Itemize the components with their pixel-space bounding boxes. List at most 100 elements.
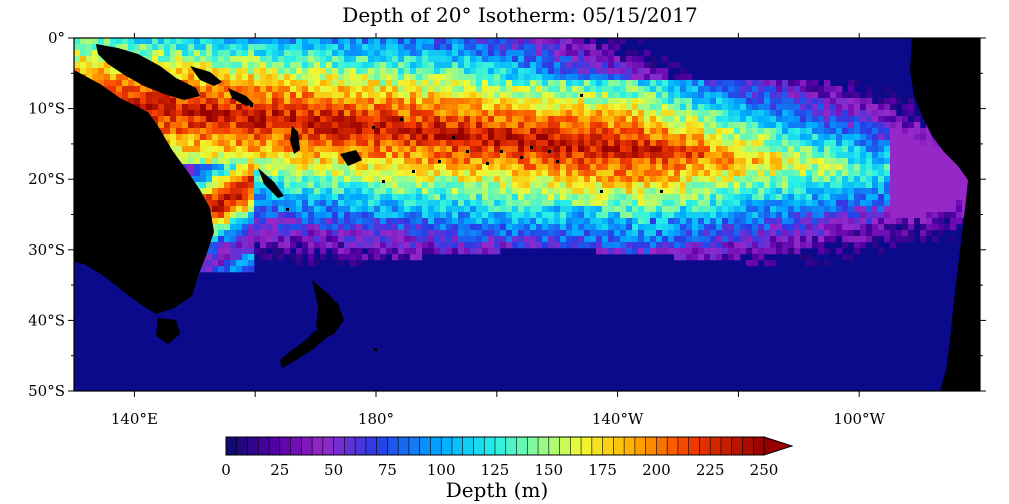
field-cell: [734, 122, 741, 129]
field-cell: [278, 146, 285, 153]
field-cell: [938, 188, 945, 195]
field-cell: [272, 62, 279, 69]
field-cell: [254, 104, 261, 111]
field-cell: [476, 92, 483, 99]
field-cell: [320, 182, 327, 189]
field-cell: [422, 62, 429, 69]
field-cell: [320, 206, 327, 213]
field-cell: [680, 80, 687, 87]
field-cell: [236, 260, 243, 267]
field-cell: [764, 242, 771, 249]
field-cell: [860, 104, 867, 111]
field-cell: [326, 50, 333, 57]
field-cell: [704, 116, 711, 123]
field-cell: [326, 182, 333, 189]
field-cell: [254, 134, 261, 141]
field-cell: [242, 116, 249, 123]
field-cell: [746, 224, 753, 231]
field-cell: [932, 194, 939, 201]
field-cell: [800, 236, 807, 243]
field-cell: [854, 176, 861, 183]
field-cell: [524, 50, 531, 57]
field-cell: [896, 98, 903, 105]
field-cell: [608, 170, 615, 177]
field-cell: [632, 92, 639, 99]
field-cell: [290, 62, 297, 69]
field-cell: [656, 104, 663, 111]
field-cell: [836, 152, 843, 159]
field-cell: [764, 194, 771, 201]
field-cell: [344, 110, 351, 117]
field-cell: [800, 170, 807, 177]
field-cell: [494, 116, 501, 123]
field-cell: [878, 164, 885, 171]
field-cell: [392, 188, 399, 195]
field-cell: [878, 140, 885, 147]
field-cell: [770, 122, 777, 129]
field-cell: [824, 170, 831, 177]
field-cell: [530, 170, 537, 177]
field-cell: [260, 110, 267, 117]
field-cell: [206, 176, 213, 183]
field-cell: [386, 218, 393, 225]
field-cell: [614, 98, 621, 105]
field-cell: [326, 56, 333, 63]
field-cell: [422, 104, 429, 111]
field-cell: [608, 224, 615, 231]
field-cell: [722, 104, 729, 111]
field-cell: [764, 248, 771, 255]
field-cell: [368, 56, 375, 63]
field-cell: [308, 206, 315, 213]
field-cell: [320, 56, 327, 63]
field-cell: [230, 62, 237, 69]
field-cell: [350, 164, 357, 171]
field-cell: [458, 164, 465, 171]
field-cell: [218, 176, 225, 183]
field-cell: [164, 92, 171, 99]
field-cell: [320, 164, 327, 171]
field-cell: [656, 152, 663, 159]
field-cell: [806, 194, 813, 201]
field-cell: [572, 134, 579, 141]
field-cell: [212, 170, 219, 177]
field-cell: [350, 122, 357, 129]
field-cell: [494, 98, 501, 105]
field-cell: [764, 86, 771, 93]
field-cell: [530, 122, 537, 129]
field-cell: [392, 176, 399, 183]
field-cell: [404, 146, 411, 153]
field-cell: [290, 206, 297, 213]
field-cell: [374, 206, 381, 213]
field-cell: [788, 176, 795, 183]
field-cell: [836, 194, 843, 201]
field-cell: [866, 224, 873, 231]
field-cell: [884, 158, 891, 165]
field-cell: [518, 62, 525, 69]
field-cell: [410, 182, 417, 189]
field-cell: [206, 62, 213, 69]
field-cell: [428, 194, 435, 201]
field-cell: [344, 248, 351, 255]
field-cell: [536, 146, 543, 153]
field-cell: [452, 152, 459, 159]
field-cell: [776, 170, 783, 177]
field-cell: [644, 224, 651, 231]
field-cell: [854, 188, 861, 195]
field-cell: [728, 182, 735, 189]
field-cell: [854, 224, 861, 231]
field-cell: [818, 146, 825, 153]
field-cell: [374, 170, 381, 177]
field-cell: [416, 44, 423, 51]
field-cell: [356, 98, 363, 105]
islet: [372, 126, 375, 129]
field-cell: [242, 170, 249, 177]
field-cell: [242, 44, 249, 51]
field-cell: [458, 134, 465, 141]
field-cell: [890, 110, 897, 117]
field-cell: [638, 80, 645, 87]
field-cell: [494, 86, 501, 93]
field-cell: [356, 110, 363, 117]
field-cell: [776, 134, 783, 141]
field-cell: [344, 68, 351, 75]
field-cell: [602, 92, 609, 99]
